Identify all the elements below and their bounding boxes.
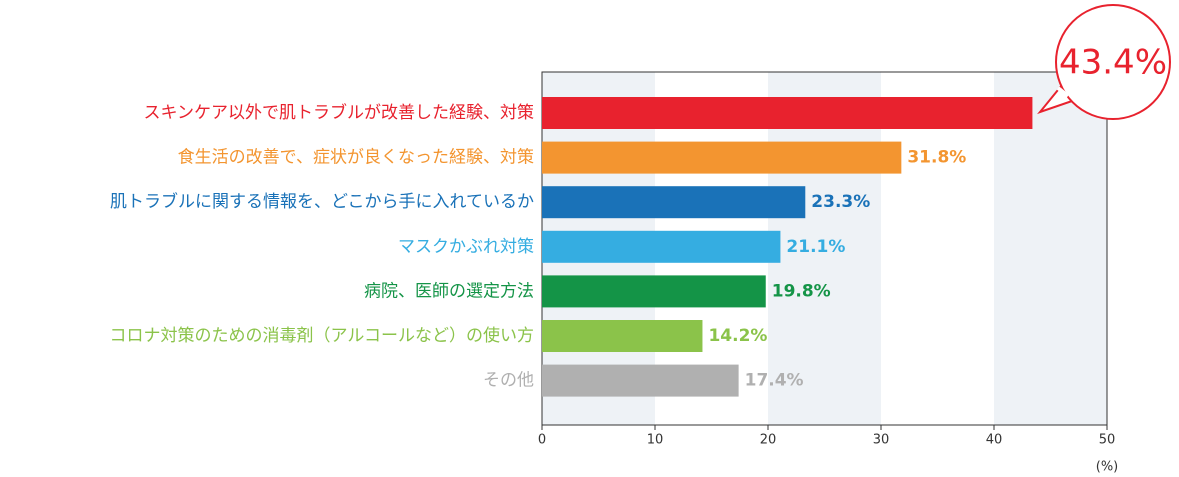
callout-value-label: 43.4% bbox=[1059, 43, 1167, 83]
bar bbox=[542, 97, 1033, 129]
x-axis-label: (%) bbox=[1096, 460, 1119, 475]
value-label: 19.8% bbox=[772, 281, 831, 301]
bar bbox=[542, 364, 739, 397]
value-label: 17.4% bbox=[745, 371, 804, 391]
callout-bubble bbox=[1055, 4, 1171, 120]
callout-join bbox=[1056, 86, 1070, 98]
x-tick-label: 30 bbox=[873, 433, 890, 448]
grid-band bbox=[768, 72, 881, 425]
bar bbox=[542, 320, 703, 352]
grid-band bbox=[994, 72, 1107, 425]
category-label: 肌トラブルに関する情報を、どこから手に入れているか bbox=[110, 191, 534, 212]
value-label: 31.8% bbox=[907, 148, 966, 168]
category-label: コロナ対策のための消毒剤（アルコールなど）の使い方 bbox=[110, 325, 535, 346]
bar bbox=[542, 230, 781, 263]
category-label: 病院、医師の選定方法 bbox=[364, 281, 534, 301]
x-tick-label: 50 bbox=[1099, 433, 1116, 448]
bar bbox=[542, 275, 766, 308]
category-label: 食生活の改善で、症状が良くなった経験、対策 bbox=[178, 148, 534, 168]
x-tick-label: 0 bbox=[538, 433, 546, 448]
x-tick-label: 40 bbox=[986, 433, 1003, 448]
category-label: マスクかぶれ対策 bbox=[398, 237, 534, 257]
value-label: 21.1% bbox=[786, 237, 845, 257]
category-label: スキンケア以外で肌トラブルが改善した経験、対策 bbox=[144, 102, 535, 123]
category-label: その他 bbox=[483, 371, 534, 391]
x-tick-label: 20 bbox=[760, 433, 777, 448]
bar bbox=[542, 141, 902, 174]
bands bbox=[542, 72, 1107, 425]
value-label: 14.2% bbox=[708, 326, 767, 346]
bar bbox=[542, 186, 806, 219]
value-label: 23.3% bbox=[811, 192, 870, 212]
x-tick-label: 10 bbox=[647, 433, 664, 448]
